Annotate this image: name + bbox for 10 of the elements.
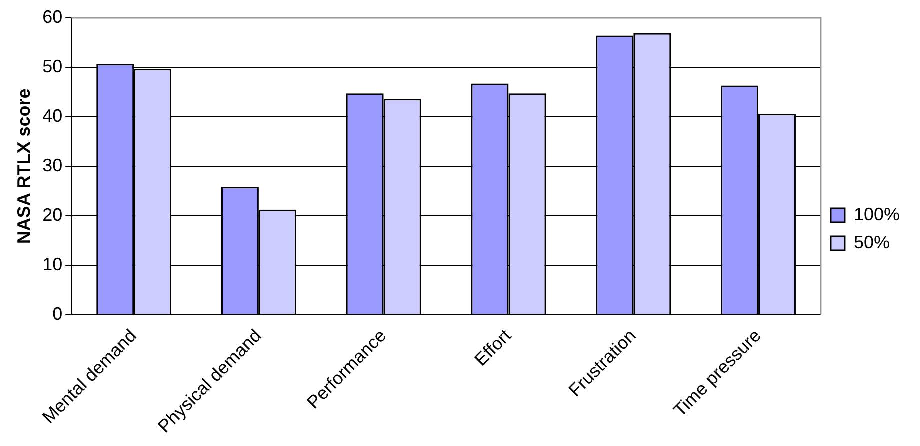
y-tick-label: 0 <box>52 304 63 324</box>
y-tick-label: 40 <box>42 106 63 126</box>
y-tick-label: 30 <box>42 155 63 176</box>
legend-label: 50% <box>854 232 890 252</box>
y-axis-title: NASA RTLX score <box>14 88 34 244</box>
y-tick-label: 20 <box>42 204 63 225</box>
y-tick-label: 10 <box>42 254 63 274</box>
y-tick-label: 60 <box>42 6 63 27</box>
y-tick-label: 50 <box>42 56 63 76</box>
legend-label: 100% <box>854 204 900 224</box>
